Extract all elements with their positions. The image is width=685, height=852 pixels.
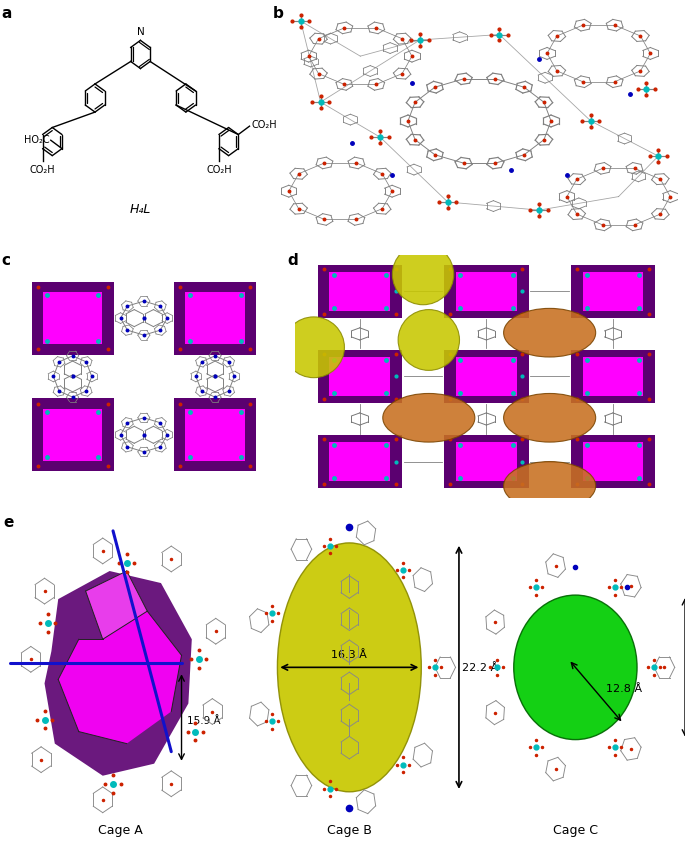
- FancyBboxPatch shape: [43, 292, 102, 345]
- FancyBboxPatch shape: [582, 273, 643, 311]
- FancyBboxPatch shape: [186, 292, 245, 345]
- FancyBboxPatch shape: [444, 265, 529, 319]
- FancyBboxPatch shape: [318, 265, 402, 319]
- Text: b: b: [273, 6, 284, 21]
- Text: H₄L: H₄L: [129, 203, 151, 216]
- FancyBboxPatch shape: [32, 282, 114, 355]
- Ellipse shape: [283, 318, 345, 378]
- FancyBboxPatch shape: [444, 435, 529, 489]
- Polygon shape: [86, 572, 147, 640]
- Text: 16.3 Å: 16.3 Å: [332, 649, 367, 659]
- FancyBboxPatch shape: [456, 273, 516, 311]
- FancyBboxPatch shape: [582, 358, 643, 396]
- FancyBboxPatch shape: [43, 409, 102, 462]
- FancyBboxPatch shape: [329, 358, 390, 396]
- Text: CO₂H: CO₂H: [206, 164, 232, 175]
- Text: 15.9 Å: 15.9 Å: [186, 715, 220, 725]
- Text: Cage A: Cage A: [97, 823, 142, 836]
- FancyBboxPatch shape: [582, 443, 643, 481]
- Ellipse shape: [398, 310, 460, 371]
- FancyBboxPatch shape: [444, 350, 529, 404]
- Ellipse shape: [503, 462, 596, 510]
- Text: CO₂H: CO₂H: [29, 164, 55, 175]
- Ellipse shape: [393, 245, 453, 305]
- FancyBboxPatch shape: [329, 273, 390, 311]
- FancyBboxPatch shape: [32, 399, 114, 472]
- Text: 12.8 Å: 12.8 Å: [606, 683, 643, 694]
- FancyBboxPatch shape: [456, 443, 516, 481]
- Ellipse shape: [277, 544, 421, 792]
- Circle shape: [514, 596, 637, 740]
- Text: a: a: [1, 6, 12, 21]
- Polygon shape: [45, 572, 192, 776]
- FancyBboxPatch shape: [174, 399, 256, 472]
- Polygon shape: [58, 612, 182, 744]
- Text: HO₂C: HO₂C: [23, 135, 49, 144]
- Text: N: N: [136, 27, 145, 37]
- Ellipse shape: [503, 394, 596, 442]
- FancyBboxPatch shape: [571, 265, 655, 319]
- Text: d: d: [287, 253, 297, 268]
- Ellipse shape: [383, 394, 475, 442]
- FancyBboxPatch shape: [456, 358, 516, 396]
- FancyBboxPatch shape: [186, 409, 245, 462]
- FancyBboxPatch shape: [571, 435, 655, 489]
- FancyBboxPatch shape: [318, 350, 402, 404]
- Ellipse shape: [503, 309, 596, 358]
- FancyBboxPatch shape: [318, 435, 402, 489]
- FancyBboxPatch shape: [329, 443, 390, 481]
- Text: Cage C: Cage C: [553, 823, 598, 836]
- FancyBboxPatch shape: [174, 282, 256, 355]
- Text: Cage B: Cage B: [327, 823, 372, 836]
- Text: CO₂H: CO₂H: [251, 120, 277, 130]
- Text: c: c: [1, 253, 10, 268]
- Text: e: e: [3, 515, 14, 530]
- Text: 22.2 Å: 22.2 Å: [462, 663, 499, 672]
- FancyBboxPatch shape: [571, 350, 655, 404]
